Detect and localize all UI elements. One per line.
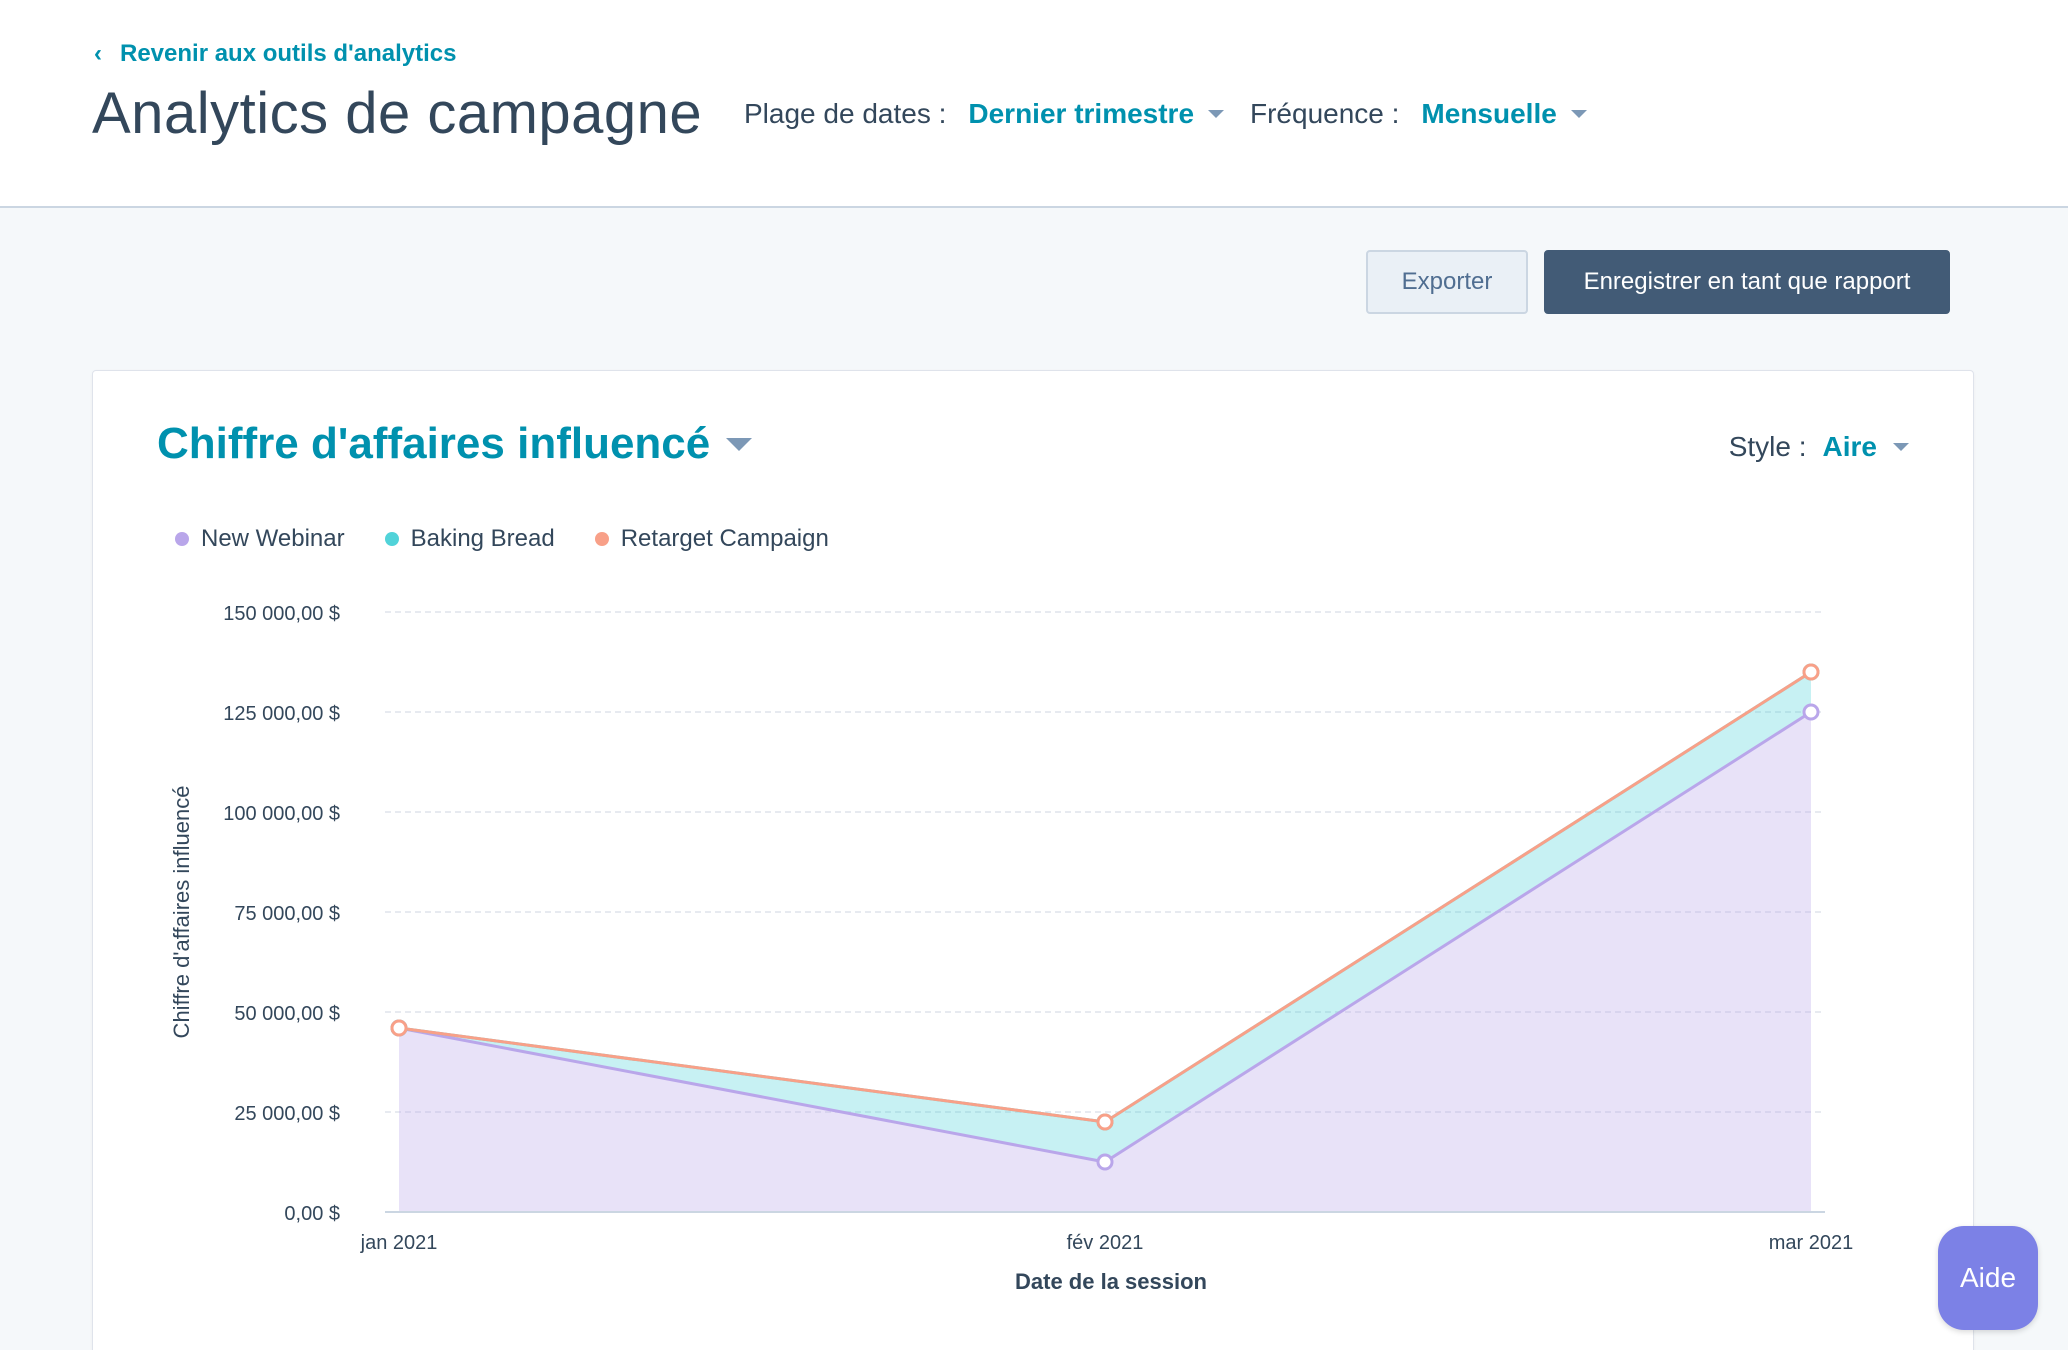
- date-range-label: Plage de dates :: [744, 98, 947, 129]
- chevron-left-icon: ‹: [94, 40, 102, 67]
- chart-card: Chiffre d'affaires influencé Style : Air…: [92, 370, 1974, 1350]
- legend-dot: [175, 532, 189, 546]
- x-tick-label: fév 2021: [1067, 1232, 1144, 1254]
- style-selector: Style : Aire: [1729, 431, 1909, 463]
- legend-item-baking-bread[interactable]: Baking Bread: [384, 525, 555, 553]
- style-label: Style :: [1728, 431, 1807, 462]
- x-tick-label: jan 2021: [360, 1232, 438, 1254]
- chart-legend: New Webinar Baking Bread Retarget Campai…: [175, 525, 829, 553]
- y-tick-label: 0,00 $: [284, 1203, 340, 1225]
- y-tick-label: 75 000,00 $: [234, 903, 340, 925]
- frequency-dropdown[interactable]: Mensuelle: [1421, 98, 1557, 129]
- page-title: Analytics de campagne: [92, 81, 703, 146]
- caret-down-icon[interactable]: [1208, 110, 1225, 118]
- legend-dot: [384, 532, 399, 546]
- style-dropdown[interactable]: Aire: [1822, 431, 1877, 462]
- export-button[interactable]: Exporter: [1366, 250, 1528, 314]
- legend-dot: [594, 532, 609, 546]
- data-point: [1096, 1153, 1114, 1171]
- date-range-filter: Plage de dates : Dernier trimestre: [744, 98, 1225, 130]
- data-point: [390, 1019, 408, 1037]
- y-axis-title: Chiffre d'affaires influencé: [169, 786, 194, 1039]
- help-button[interactable]: Aide: [1938, 1226, 2038, 1330]
- caret-down-icon[interactable]: [1893, 443, 1909, 451]
- save-as-report-button[interactable]: Enregistrer en tant que rapport: [1544, 250, 1950, 314]
- frequency-filter: Fréquence : Mensuelle: [1250, 98, 1587, 130]
- x-axis-title: Date de la session: [1015, 1269, 1207, 1291]
- date-range-dropdown[interactable]: Dernier trimestre: [968, 98, 1195, 129]
- legend-item-new-webinar[interactable]: New Webinar: [175, 525, 345, 553]
- series-area-0: [399, 712, 1811, 1212]
- legend-label: Baking Bread: [410, 525, 555, 552]
- legend-item-retarget-campaign[interactable]: Retarget Campaign: [594, 525, 829, 553]
- y-tick-label: 100 000,00 $: [223, 803, 340, 825]
- area-chart: 0,00 $ 25 000,00 $ 50 000,00 $ 75 000,00 $ 1…: [169, 603, 1854, 1291]
- y-tick-label: 125 000,00 $: [223, 703, 340, 725]
- caret-down-icon[interactable]: [1570, 110, 1587, 118]
- data-point: [1802, 663, 1820, 681]
- chart-title: Chiffre d'affaires influencé: [157, 419, 711, 468]
- data-point: [1802, 703, 1820, 721]
- page-header: ‹ Revenir aux outils d'analytics Analyti…: [0, 0, 2068, 208]
- legend-label: Retarget Campaign: [620, 525, 829, 552]
- caret-down-icon: [726, 437, 753, 451]
- data-point: [1096, 1113, 1114, 1131]
- frequency-label: Fréquence :: [1250, 98, 1400, 129]
- y-tick-label: 50 000,00 $: [234, 1003, 340, 1025]
- x-tick-label: mar 2021: [1769, 1232, 1854, 1254]
- y-tick-label: 25 000,00 $: [234, 1103, 340, 1125]
- legend-label: New Webinar: [201, 525, 345, 552]
- back-to-analytics-link[interactable]: ‹ Revenir aux outils d'analytics: [94, 40, 457, 68]
- chart-title-dropdown[interactable]: Chiffre d'affaires influencé: [157, 419, 753, 469]
- y-tick-label: 150 000,00 $: [223, 603, 340, 625]
- back-link-label: Revenir aux outils d'analytics: [120, 40, 457, 67]
